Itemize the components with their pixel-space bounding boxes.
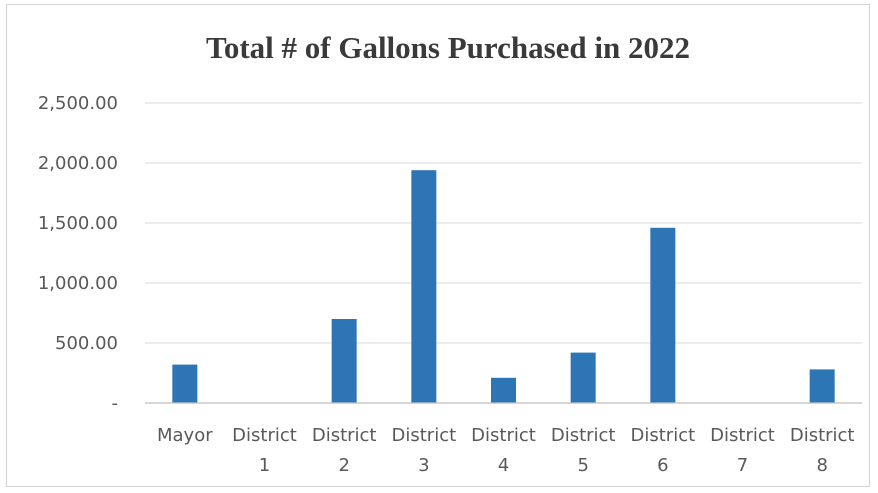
y-axis-ticks: - 500.00 1,000.00 1,500.00 2,000.00 2,500.00 <box>38 93 118 414</box>
gridlines <box>145 102 862 344</box>
bar <box>491 377 516 403</box>
y-tick-label: 2,500.00 <box>38 93 118 114</box>
x-category-label: Mayor <box>157 425 213 446</box>
x-category-label: District <box>551 425 616 446</box>
x-category-label: 3 <box>418 455 429 476</box>
x-category-label: District <box>790 425 855 446</box>
x-axis-categories: Mayor District 1 District 2 District 3 District… <box>157 425 854 476</box>
chart-title: Total # of Gallons Purchased in 2022 <box>206 30 690 65</box>
bar <box>411 170 437 403</box>
bars <box>172 170 835 403</box>
bar <box>809 369 835 403</box>
x-category-label: District <box>631 425 696 446</box>
bar <box>570 352 596 403</box>
chart-frame <box>6 4 870 487</box>
x-category-label: 4 <box>498 455 509 476</box>
x-category-label: 5 <box>577 455 588 476</box>
bar <box>650 227 676 403</box>
x-category-label: 6 <box>657 455 668 476</box>
x-category-label: District <box>471 425 536 446</box>
y-tick-label: 1,500.00 <box>38 213 118 234</box>
x-category-label: 1 <box>259 455 270 476</box>
x-category-label: 8 <box>816 455 827 476</box>
x-category-label: District <box>312 425 377 446</box>
bar <box>331 319 357 403</box>
x-category-label: District <box>710 425 775 446</box>
x-category-label: District <box>232 425 297 446</box>
y-tick-label: - <box>112 393 119 414</box>
x-category-label: 7 <box>737 455 748 476</box>
y-tick-label: 1,000.00 <box>38 273 118 294</box>
y-tick-label: 2,000.00 <box>38 153 118 174</box>
bar <box>172 364 198 403</box>
x-category-label: 2 <box>338 455 349 476</box>
x-category-label: District <box>392 425 457 446</box>
y-tick-label: 500.00 <box>55 333 118 354</box>
